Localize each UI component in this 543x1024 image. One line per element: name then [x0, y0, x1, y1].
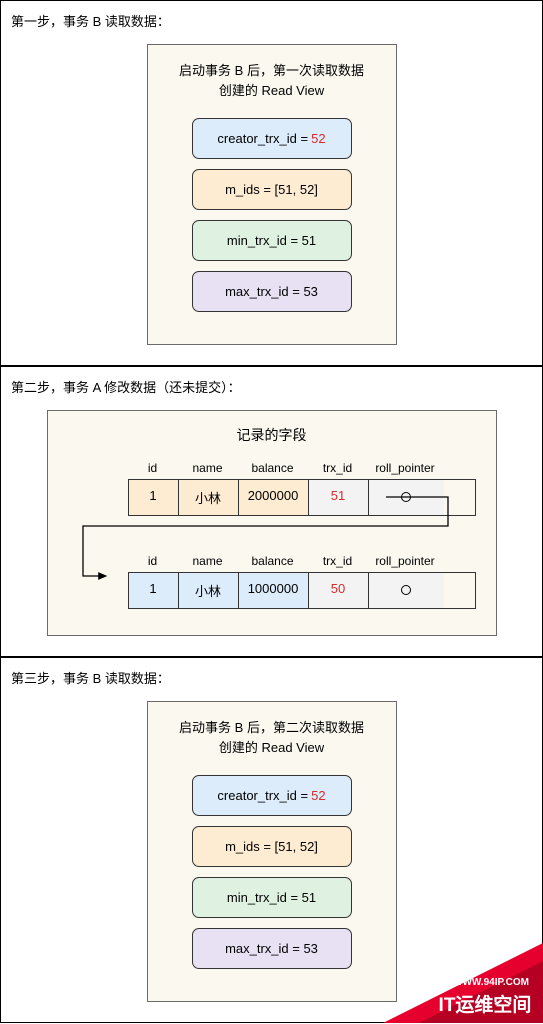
hdr2-ptr: roll_pointer — [368, 554, 443, 572]
row1-headers: id name balance trx_id roll_pointer — [128, 461, 476, 479]
hdr-trx: trx_id — [308, 461, 368, 479]
max-trx-id-box-3: max_trx_id = 53 — [192, 928, 352, 969]
hdr-bal: balance — [238, 461, 308, 479]
circle-icon — [401, 492, 411, 502]
readview3-heading: 启动事务 B 后，第二次读取数据 创建的 Read View — [168, 718, 376, 757]
r2-id: 1 — [129, 573, 179, 608]
r1-bal: 2000000 — [239, 480, 309, 515]
hdr2-trx: trx_id — [308, 554, 368, 572]
r2-name: 小林 — [179, 573, 239, 608]
m-ids-box-3: m_ids = [51, 52] — [192, 826, 352, 867]
r1-id: 1 — [129, 480, 179, 515]
hdr-name: name — [178, 461, 238, 479]
record-row-1: 1 小林 2000000 51 — [128, 479, 476, 516]
readview-box-2: 启动事务 B 后，第二次读取数据 创建的 Read View creator_t… — [147, 701, 397, 1002]
creator-label: creator_trx_id = — [217, 131, 308, 146]
readview1-heading: 启动事务 B 后，第一次读取数据 创建的 Read View — [168, 61, 376, 100]
step2-section: 第二步，事务 A 修改数据（还未提交）： 记录的字段 id name balan… — [0, 366, 543, 657]
hdr-id: id — [128, 461, 178, 479]
step2-title: 第二步，事务 A 修改数据（还未提交）： — [11, 377, 532, 396]
record-box: 记录的字段 id name balance trx_id roll_pointe… — [47, 410, 497, 636]
max-trx-id-box: max_trx_id = 53 — [192, 271, 352, 312]
creator-trx-id-box-3: creator_trx_id = 52 — [192, 775, 352, 816]
step1-title: 第一步，事务 B 读取数据： — [11, 11, 532, 30]
creator-value-3: 52 — [311, 788, 325, 803]
step3-section: 第三步，事务 B 读取数据： 启动事务 B 后，第二次读取数据 创建的 Read… — [0, 657, 543, 1023]
creator-trx-id-box: creator_trx_id = 52 — [192, 118, 352, 159]
m-ids-box: m_ids = [51, 52] — [192, 169, 352, 210]
readview-box-1: 启动事务 B 后，第一次读取数据 创建的 Read View creator_t… — [147, 44, 397, 345]
row2-headers: id name balance trx_id roll_pointer — [128, 554, 476, 572]
record-row2-wrap: id name balance trx_id roll_pointer 1 小林… — [128, 554, 476, 609]
hdr2-id: id — [128, 554, 178, 572]
min-trx-id-box-3: min_trx_id = 51 — [192, 877, 352, 918]
creator-value: 52 — [311, 131, 325, 146]
rv1-line1: 启动事务 B 后，第一次读取数据 — [179, 63, 364, 78]
r2-trx: 50 — [309, 573, 369, 608]
min-trx-id-box: min_trx_id = 51 — [192, 220, 352, 261]
r1-name: 小林 — [179, 480, 239, 515]
hdr-ptr: roll_pointer — [368, 461, 443, 479]
hdr2-name: name — [178, 554, 238, 572]
r2-bal: 1000000 — [239, 573, 309, 608]
r2-ptr — [369, 573, 444, 608]
r1-ptr — [369, 480, 444, 515]
record-row1-wrap: id name balance trx_id roll_pointer 1 小林… — [128, 461, 476, 516]
hdr2-bal: balance — [238, 554, 308, 572]
record-row-2: 1 小林 1000000 50 — [128, 572, 476, 609]
r1-trx: 51 — [309, 480, 369, 515]
rv1-line2: 创建的 Read View — [219, 83, 324, 98]
creator-label-3: creator_trx_id = — [217, 788, 308, 803]
rv3-line1: 启动事务 B 后，第二次读取数据 — [179, 720, 364, 735]
circle-icon — [401, 585, 411, 595]
step3-title: 第三步，事务 B 读取数据： — [11, 668, 532, 687]
record-heading: 记录的字段 — [68, 425, 476, 445]
step1-section: 第一步，事务 B 读取数据： 启动事务 B 后，第一次读取数据 创建的 Read… — [0, 0, 543, 366]
rv3-line2: 创建的 Read View — [219, 740, 324, 755]
